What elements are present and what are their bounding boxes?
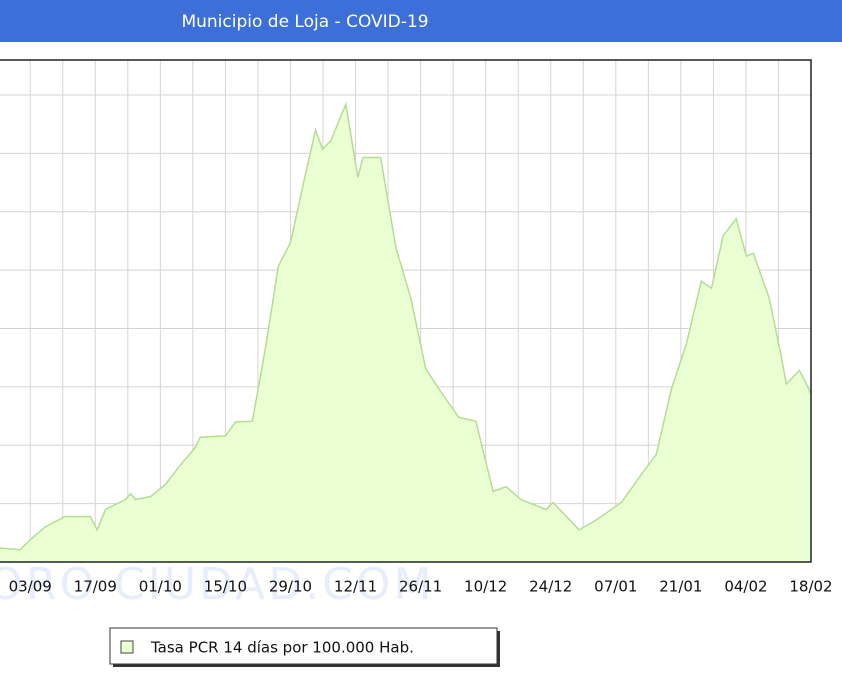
x-tick-label: 24/12 (529, 578, 572, 596)
title-bar (0, 0, 842, 42)
x-tick-label: 07/01 (594, 578, 637, 596)
x-tick-label: 04/02 (724, 578, 767, 596)
x-tick-label: 18/02 (789, 578, 832, 596)
watermark: FORO CIUDAD.COM (0, 559, 434, 610)
x-tick-label: 17/09 (74, 578, 117, 596)
x-tick-label: 12/11 (334, 578, 377, 596)
legend (109, 627, 498, 665)
legend-label: Tasa PCR 14 días por 100.000 Hab. (150, 639, 414, 657)
plot-border (0, 59, 812, 563)
area-line (0, 101, 812, 551)
x-tick-label: 21/01 (659, 578, 702, 596)
x-tick-label: 01/10 (139, 578, 182, 596)
x-tick-label: 10/12 (464, 578, 507, 596)
x-tick-label: 03/09 (9, 578, 52, 596)
legend-swatch (120, 640, 134, 654)
x-tick-label: 29/10 (269, 578, 312, 596)
chart-title: Municipio de Loja - COVID-19 (181, 12, 428, 32)
area (0, 104, 811, 562)
x-tick-label: 26/11 (399, 578, 442, 596)
x-tick-label: 15/10 (204, 578, 247, 596)
